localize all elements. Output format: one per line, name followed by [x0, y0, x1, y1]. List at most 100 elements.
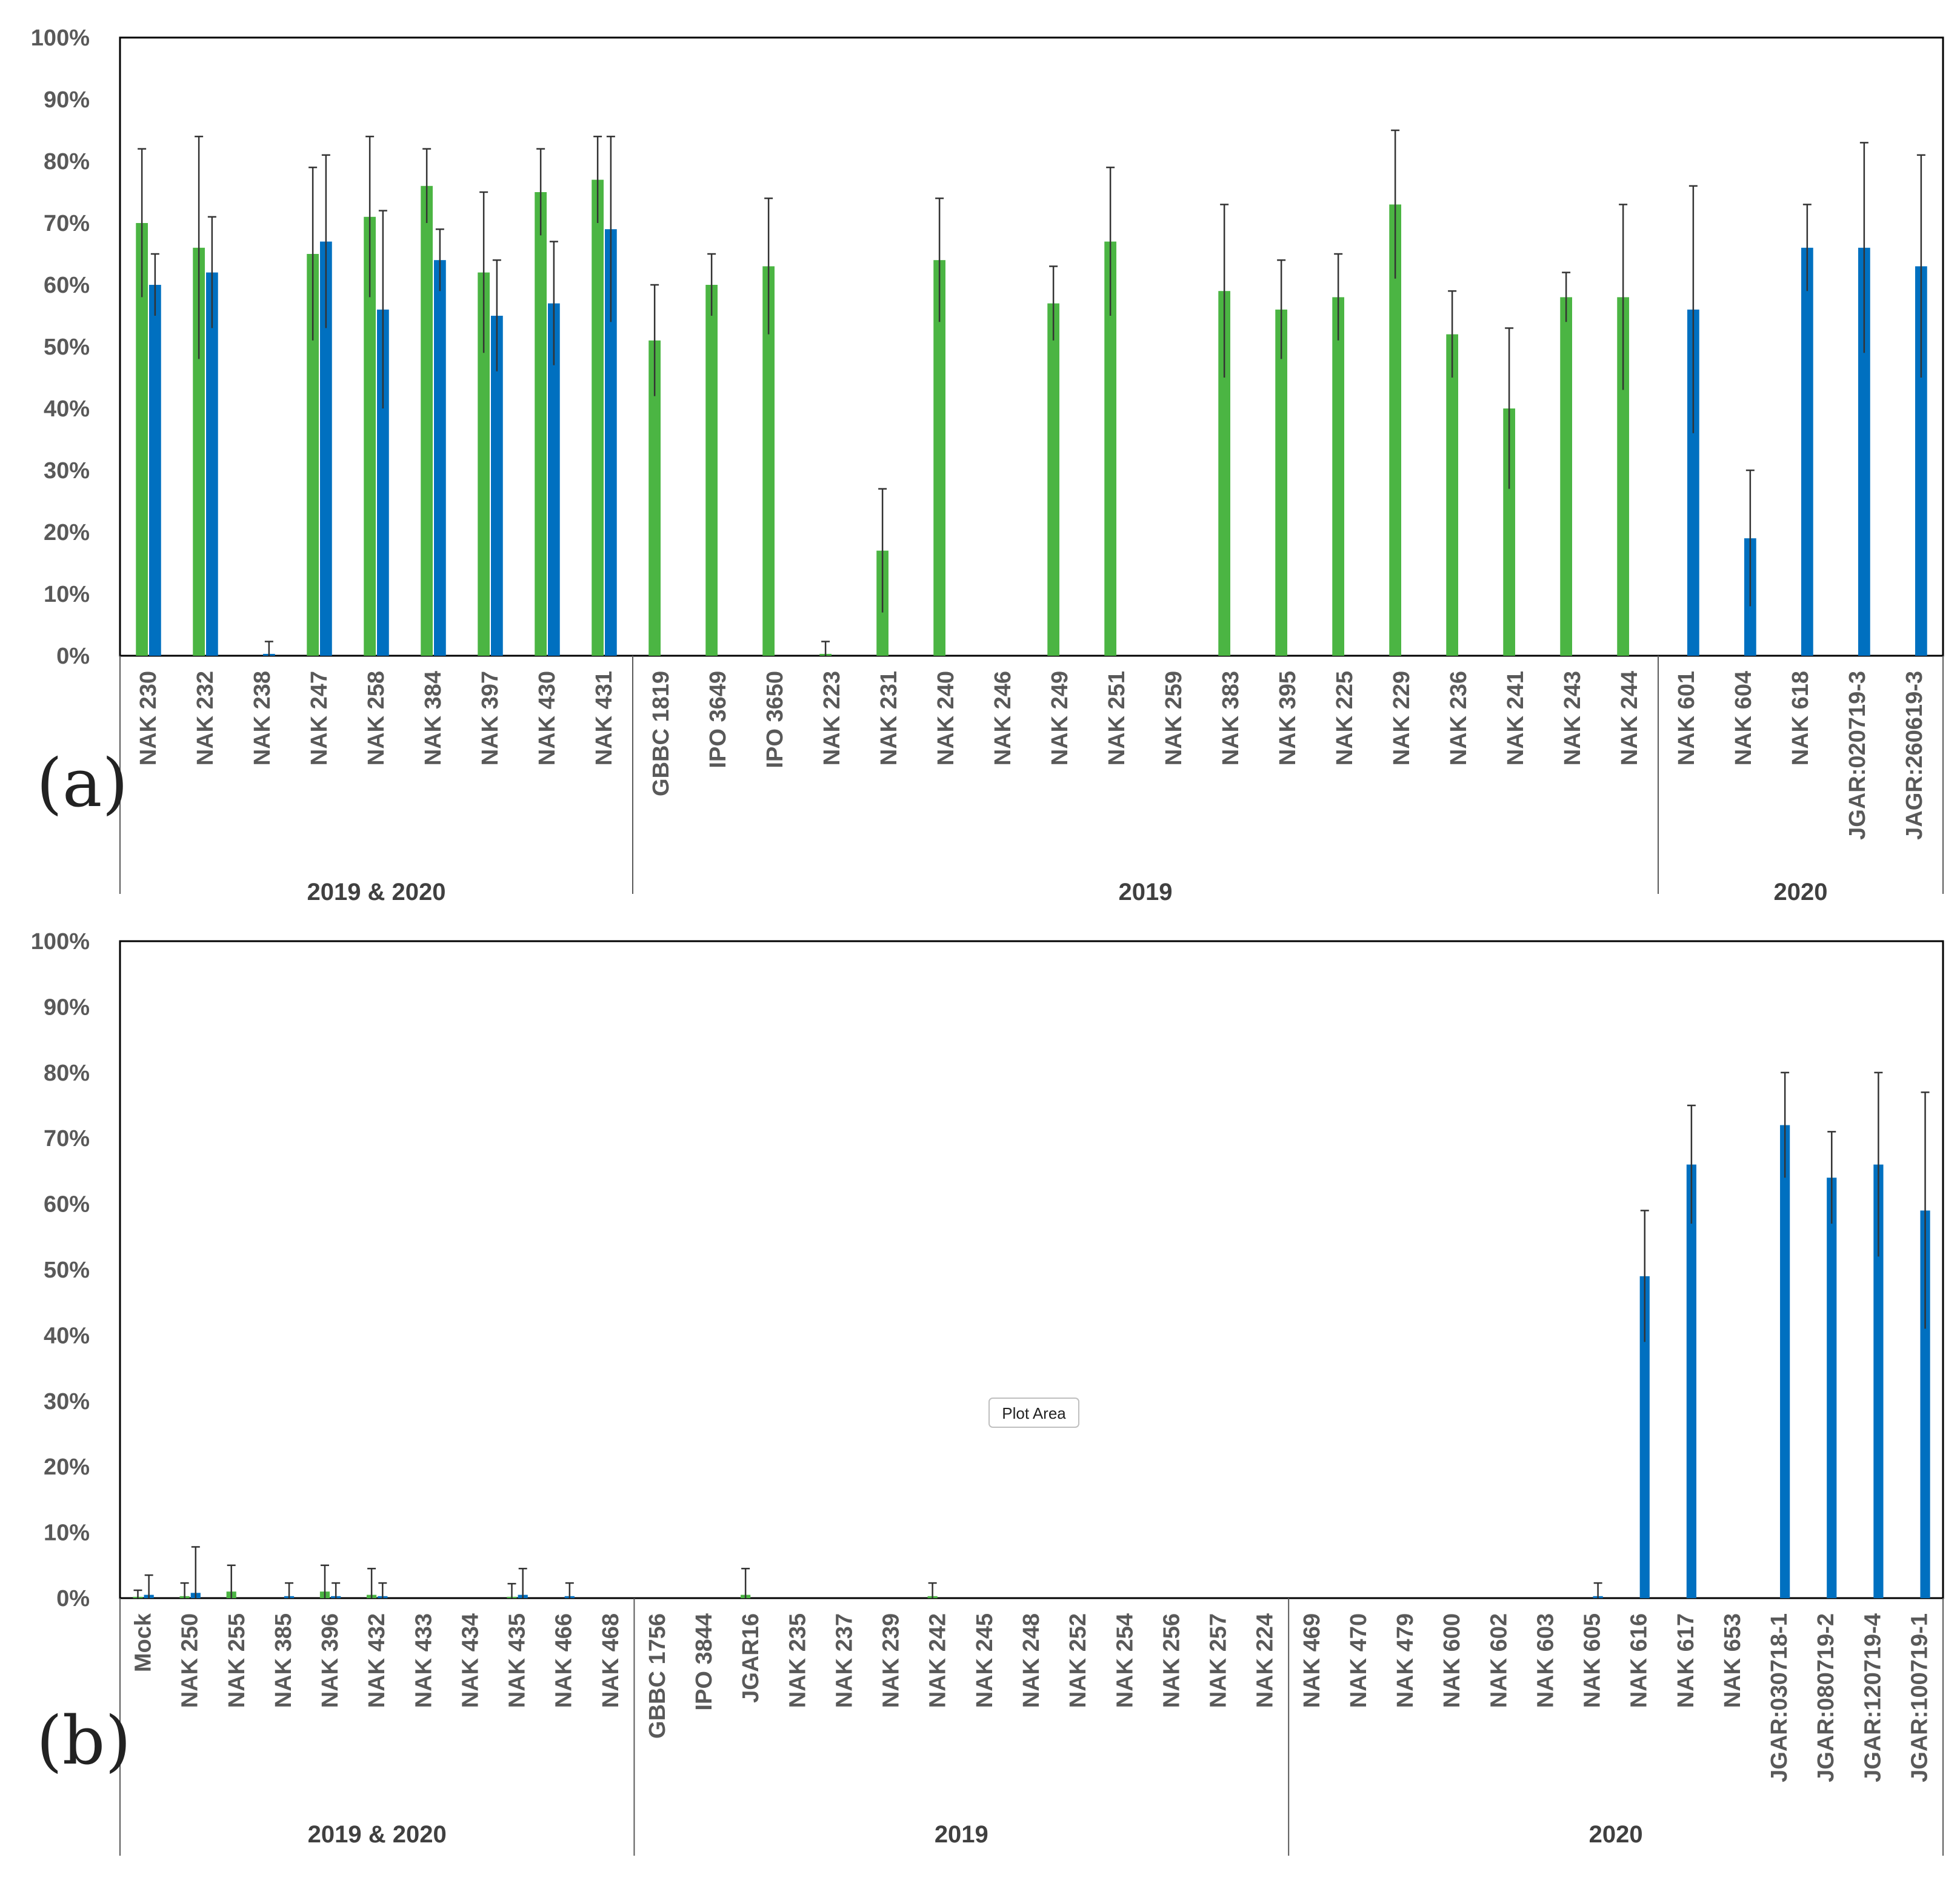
y-tick-label: 40% — [44, 1323, 90, 1348]
bar-green — [933, 260, 945, 656]
category-label: NAK 605 — [1580, 1613, 1605, 1708]
category-label: NAK 259 — [1161, 671, 1187, 765]
category-label: JGAR:100719-1 — [1907, 1613, 1932, 1782]
category-label: NAK 479 — [1393, 1613, 1418, 1708]
y-tick-label: 100% — [31, 929, 90, 955]
category-label: NAK 245 — [972, 1613, 998, 1708]
category-label: NAK 395 — [1275, 671, 1301, 765]
category-label: NAK 653 — [1720, 1613, 1745, 1708]
y-tick-label: 100% — [31, 25, 90, 51]
plot-area — [119, 36, 1944, 657]
bar-green — [1617, 297, 1629, 656]
category-label: NAK 433 — [411, 1613, 436, 1708]
bar-green — [421, 185, 433, 656]
category-label: NAK 601 — [1674, 671, 1699, 765]
category-label: NAK 432 — [364, 1613, 390, 1708]
bar-blue — [605, 229, 617, 656]
bar-blue — [1915, 266, 1927, 656]
category-label: IPO 3649 — [705, 671, 731, 768]
panel-label: (a) — [36, 744, 128, 822]
category-label: NAK 435 — [505, 1613, 530, 1708]
category-label: NAK 236 — [1446, 671, 1472, 765]
bar-green — [1446, 334, 1458, 656]
group-label: 2019 — [935, 1821, 988, 1848]
category-label: NAK 249 — [1047, 671, 1073, 765]
bar-blue — [1858, 247, 1870, 656]
bar-green — [1275, 309, 1287, 656]
y-tick-label: 0% — [56, 1586, 90, 1611]
y-tick-label: 80% — [44, 149, 90, 175]
y-tick-label: 90% — [44, 87, 90, 113]
category-label: NAK 229 — [1389, 671, 1415, 765]
y-tick-label: 30% — [44, 458, 90, 484]
category-label: NAK 258 — [364, 671, 389, 765]
category-label: NAK 616 — [1627, 1613, 1652, 1708]
category-label: NAK 255 — [224, 1613, 250, 1708]
y-tick-label: 70% — [44, 1126, 90, 1151]
bar-green — [1503, 408, 1515, 656]
bar-green — [1389, 204, 1401, 656]
bar-blue — [377, 309, 389, 656]
bar-blue — [206, 272, 218, 656]
category-label: NAK 251 — [1104, 671, 1130, 765]
y-tick-label: 10% — [44, 1521, 90, 1546]
bar-blue — [149, 285, 161, 656]
bar-green — [1332, 297, 1344, 656]
group-label: 2019 & 2020 — [308, 1821, 447, 1848]
bar-green — [535, 192, 547, 656]
category-label: NAK 235 — [785, 1613, 810, 1708]
plot-area — [119, 940, 1944, 1599]
bar-green — [1218, 291, 1230, 656]
category-label: NAK 257 — [1206, 1613, 1232, 1708]
category-label: Mock — [131, 1613, 156, 1672]
category-label: NAK 224 — [1253, 1613, 1278, 1708]
bar-green — [1047, 303, 1059, 656]
y-tick-label: 20% — [44, 1454, 90, 1480]
y-tick-label: 80% — [44, 1061, 90, 1086]
bar-blue — [320, 241, 332, 656]
bar-blue — [1686, 1164, 1696, 1598]
category-label: NAK 383 — [1218, 671, 1244, 765]
bar-blue — [1639, 1276, 1650, 1598]
category-label: NAK 252 — [1065, 1613, 1091, 1708]
bar-blue — [1780, 1125, 1790, 1598]
y-tick-label: 90% — [44, 995, 90, 1020]
bar-blue — [1687, 309, 1699, 656]
category-label: JGAR:080719-2 — [1813, 1613, 1839, 1782]
category-label: JGAR:020719-3 — [1845, 671, 1870, 840]
category-label: NAK 254 — [1112, 1613, 1138, 1708]
category-label: NAK 603 — [1533, 1613, 1558, 1708]
y-tick-label: 70% — [44, 211, 90, 236]
category-label: NAK 244 — [1617, 671, 1642, 765]
category-label: JAGR:260619-3 — [1902, 671, 1927, 840]
category-label: IPO 3650 — [762, 671, 788, 768]
category-label: NAK 604 — [1731, 671, 1756, 765]
category-label: NAK 431 — [592, 671, 617, 765]
bar-green — [1560, 297, 1572, 656]
category-label: NAK 239 — [879, 1613, 904, 1708]
bar-blue — [434, 260, 446, 656]
category-label: NAK 250 — [178, 1613, 203, 1708]
category-label: NAK 243 — [1560, 671, 1585, 765]
category-label: NAK 600 — [1439, 1613, 1465, 1708]
category-label: NAK 256 — [1159, 1613, 1184, 1708]
category-label: NAK 397 — [478, 671, 503, 765]
y-tick-label: 30% — [44, 1389, 90, 1414]
category-label: NAK 232 — [193, 671, 218, 765]
category-label: IPO 3844 — [692, 1613, 717, 1711]
category-label: NAK 246 — [990, 671, 1016, 765]
panel-label: (b) — [36, 1702, 131, 1779]
bar-green — [762, 266, 775, 656]
bar-green — [648, 340, 661, 656]
category-label: GBBC 1756 — [645, 1613, 670, 1739]
category-label: NAK 225 — [1332, 671, 1358, 765]
group-label: 2020 — [1589, 1821, 1643, 1848]
y-tick-label: 10% — [44, 582, 90, 607]
bar-green — [592, 179, 604, 656]
category-label: GBBC 1819 — [648, 671, 674, 796]
y-tick-label: 50% — [44, 1258, 90, 1283]
bar-blue — [1801, 247, 1813, 656]
category-label: NAK 602 — [1486, 1613, 1512, 1708]
bar-green — [136, 223, 148, 656]
